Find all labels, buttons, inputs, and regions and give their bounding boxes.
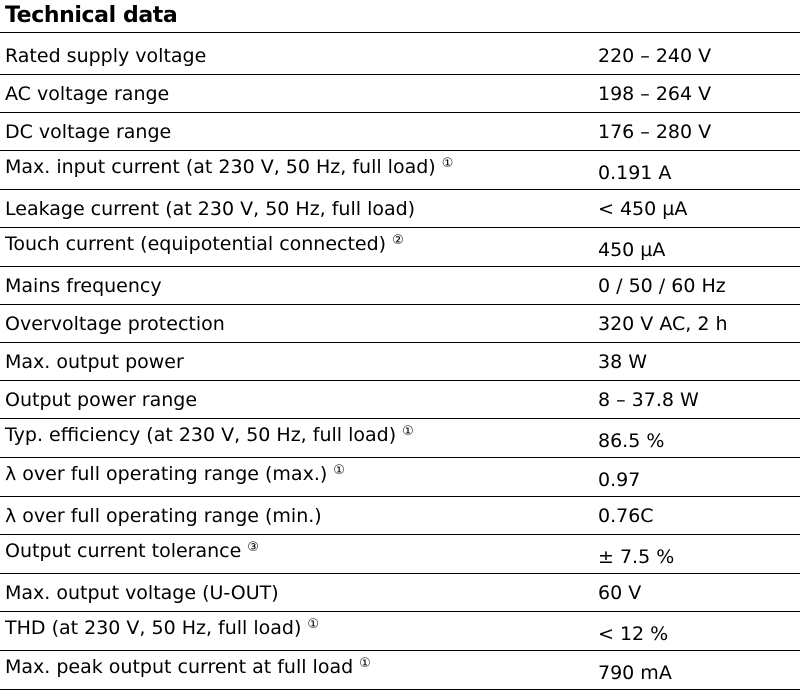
footnote-marker: ① xyxy=(333,463,345,478)
technical-data-table: Rated supply voltage 220 – 240 V AC volt… xyxy=(0,37,800,690)
table-row: Overvoltage protection 320 V AC, 2 h xyxy=(0,305,800,343)
table-row: Max. peak output current at full load ① 7… xyxy=(0,651,800,690)
table-row: Leakage current (at 230 V, 50 Hz, full l… xyxy=(0,190,800,228)
title-divider xyxy=(0,32,800,33)
row-value: 220 – 240 V xyxy=(598,45,712,67)
row-value: 176 – 280 V xyxy=(598,121,712,143)
table-row: AC voltage range 198 – 264 V xyxy=(0,75,800,113)
row-value: 450 µA xyxy=(598,239,666,261)
table-row: Typ. efficiency (at 230 V, 50 Hz, full l… xyxy=(0,419,800,458)
table-row: Output current tolerance ③ ± 7.5 % xyxy=(0,535,800,574)
row-label-text: Max. peak output current at full load xyxy=(5,656,354,678)
footnote-marker: ② xyxy=(392,233,404,248)
table-row: DC voltage range 176 – 280 V xyxy=(0,113,800,151)
row-value: 0.97 xyxy=(598,469,641,491)
table-row: λ over full operating range (min.) 0.76C xyxy=(0,497,800,535)
row-value: 198 – 264 V xyxy=(598,83,712,105)
row-value: 320 V AC, 2 h xyxy=(598,313,728,335)
table-row: Touch current (equipotential connected) ②… xyxy=(0,228,800,267)
row-value: ± 7.5 % xyxy=(598,546,675,568)
row-value: < 12 % xyxy=(598,623,669,645)
row-label: Mains frequency xyxy=(5,275,162,297)
row-label-text: Max. input current (at 230 V, 50 Hz, ful… xyxy=(5,156,436,178)
row-label: λ over full operating range (min.) xyxy=(5,505,322,527)
table-row: Max. input current (at 230 V, 50 Hz, ful… xyxy=(0,151,800,190)
row-value: 86.5 % xyxy=(598,430,665,452)
table-row: Output power range 8 – 37.8 W xyxy=(0,381,800,419)
row-value: 0.76C xyxy=(598,505,654,527)
row-label: Touch current (equipotential connected) ② xyxy=(5,230,404,255)
row-value: 8 – 37.8 W xyxy=(598,389,699,411)
row-value: 790 mA xyxy=(598,662,672,684)
row-label: Max. input current (at 230 V, 50 Hz, ful… xyxy=(5,153,453,178)
row-label: THD (at 230 V, 50 Hz, full load) ① xyxy=(5,614,319,639)
row-value: 0.191 A xyxy=(598,162,672,184)
row-value: < 450 µA xyxy=(598,198,688,220)
row-label-text: THD (at 230 V, 50 Hz, full load) xyxy=(5,617,302,639)
row-label-text: Output current tolerance xyxy=(5,540,242,562)
table-row: Max. output voltage (U-OUT) 60 V xyxy=(0,574,800,612)
footnote-marker: ③ xyxy=(247,540,259,555)
footnote-marker: ① xyxy=(359,656,371,671)
row-label: λ over full operating range (max.) ① xyxy=(5,460,345,485)
table-row: Max. output power 38 W xyxy=(0,343,800,381)
row-label: Max. output power xyxy=(5,351,184,373)
row-label: Rated supply voltage xyxy=(5,45,207,67)
row-value: 0 / 50 / 60 Hz xyxy=(598,275,726,297)
footnote-marker: ① xyxy=(307,617,320,632)
row-label-text: Touch current (equipotential connected) xyxy=(5,233,387,255)
row-label: Overvoltage protection xyxy=(5,313,225,335)
row-value: 38 W xyxy=(598,351,648,373)
row-label: AC voltage range xyxy=(5,83,170,105)
row-label: Typ. efficiency (at 230 V, 50 Hz, full l… xyxy=(5,421,414,446)
table-row: Rated supply voltage 220 – 240 V xyxy=(0,37,800,75)
row-label-text: Typ. efficiency (at 230 V, 50 Hz, full l… xyxy=(5,424,397,446)
row-label: Output power range xyxy=(5,389,198,411)
row-label: Leakage current (at 230 V, 50 Hz, full l… xyxy=(5,198,416,220)
row-label: Max. output voltage (U-OUT) xyxy=(5,582,279,604)
table-row: λ over full operating range (max.) ① 0.97 xyxy=(0,458,800,497)
table-row: Mains frequency 0 / 50 / 60 Hz xyxy=(0,267,800,305)
row-label: Max. peak output current at full load ① xyxy=(5,653,371,678)
table-row: THD (at 230 V, 50 Hz, full load) ① < 12 % xyxy=(0,612,800,651)
row-label-text: λ over full operating range (max.) xyxy=(5,463,328,485)
row-label: DC voltage range xyxy=(5,121,172,143)
row-label: Output current tolerance ③ xyxy=(5,537,259,562)
footnote-marker: ① xyxy=(441,156,454,171)
row-value: 60 V xyxy=(598,582,642,604)
section-title: Technical data xyxy=(5,3,178,28)
footnote-marker: ① xyxy=(402,424,414,439)
